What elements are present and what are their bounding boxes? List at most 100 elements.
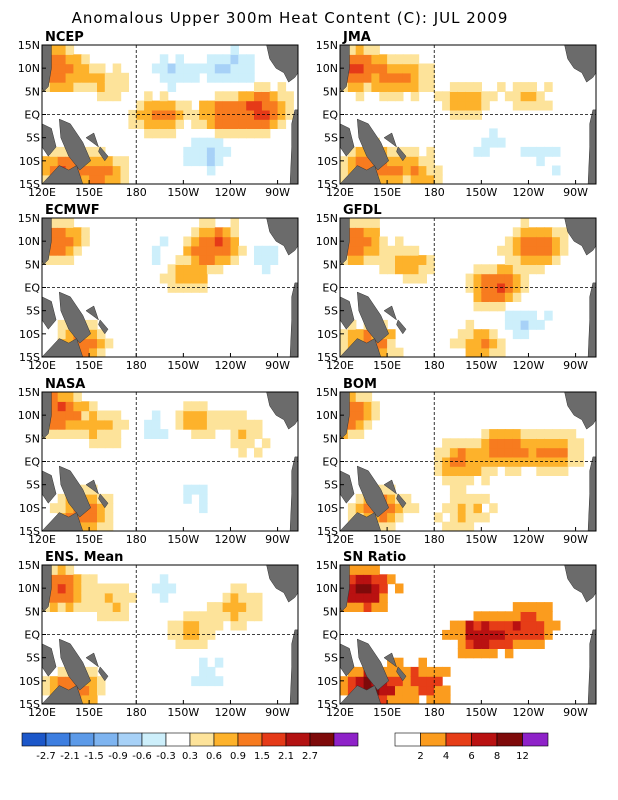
heatmap-cell [512,602,522,612]
heatmap-cell [418,685,427,696]
heatmap-cell [347,218,357,228]
heatmap-cell [379,484,388,495]
heatmap-cell [347,156,357,167]
heatmap-cell [57,72,67,83]
heatmap-cell [57,429,67,439]
heatmap-cell [465,521,475,531]
heatmap-cell [97,410,106,421]
heatmap-cell [544,447,553,458]
panel-jma: 120E 150E 180 150W 120W 90W 15N 10N 5N EQ 5S 10S 15S… [316,30,597,199]
heatmap-cell [504,429,514,439]
heatmap-cell [473,466,482,476]
heatmap-cell [65,63,75,74]
heatmap-cell [363,583,373,594]
heatmap-cell [73,227,82,238]
heatmap-cell [183,255,192,265]
heatmap-cell [199,503,208,514]
colorbar-swatch [309,732,335,747]
heatmap-cell [347,392,357,402]
heatmap-cell [363,236,373,247]
heatmap-cell [512,329,522,340]
heatmap-cell [214,611,224,622]
heatmap-cell [402,255,412,265]
heatmap-cell [214,119,224,129]
heatmap-cell [371,574,380,585]
heatmap-cell [112,583,122,594]
heatmap-cell [410,165,420,176]
land-mass [587,109,596,184]
y-tick-label: 15S [19,178,40,191]
heatmap-cell [410,685,420,696]
y-tick-label: 15N [18,559,40,572]
heatmap-cell [238,54,247,65]
heatmap-cell [347,565,357,575]
heatmap-cell [81,694,90,704]
heatmap-cell [457,648,467,659]
heatmap-cell [552,146,561,157]
heatmap-cell [559,466,569,476]
panel-title: ENS. Mean [45,550,123,565]
heatmap-cell [206,165,216,176]
heatmap-cell [442,438,451,449]
heatmap-cell [65,329,75,340]
heatmap-cell [387,72,396,83]
y-tick-label: 5N [323,605,338,618]
panel-ecmwf: 120E 150E 180 150W 120W 90W 15N 10N 5N EQ 5S 10S 15S… [18,203,299,372]
land-mass [340,512,382,531]
heatmap-cell [89,410,98,421]
heatmap-cell [473,611,482,622]
heatmap-cell [355,218,365,228]
land-mass [357,118,390,171]
heatmap-cell [457,338,467,349]
heatmap-cell [81,347,90,357]
heatmap-cell [97,338,106,349]
heatmap-cell [544,438,553,449]
heatmap-cell [418,156,427,167]
heatmap-cell [238,91,247,102]
heatmap-cell [214,620,224,631]
heatmap-cell [159,72,169,83]
heatmap-cell [175,54,184,65]
heatmap-cell [167,63,177,74]
heatmap-cell [559,245,569,256]
heatmap-cell [497,347,506,357]
colorbar-swatch [522,732,549,747]
y-tick-label: 5S [26,652,40,665]
heatmap-cell [489,338,498,349]
heatmap-cell [57,82,67,92]
heatmap-cell [73,574,82,585]
colorbar-label: 0.3 [182,751,198,762]
heatmap-cell [504,438,514,449]
heatmap-cell [536,255,545,265]
heatmap-cell [410,255,420,265]
heatmap-cell [104,82,114,92]
heatmap-cell [191,611,200,622]
colorbar-swatch [237,732,263,747]
panels: 120E 150E 180 150W 120W 90W 15N 10N 5N EQ 5S 10S 15S… [18,30,597,719]
heatmap-cell [434,466,443,476]
heatmap-cell [552,429,561,439]
heatmap-cell [206,611,216,622]
heatmap-cell [536,429,545,439]
heatmap-cell [65,592,75,603]
heatmap-cell [520,218,530,228]
heatmap-cell [559,438,569,449]
heatmap-cell [230,429,239,439]
heatmap-cell [89,146,98,157]
y-tick-label: 5S [324,652,338,665]
heatmap-cell [402,685,412,696]
y-tick-label: 15N [18,386,40,399]
heatmap-cell [355,63,365,74]
heatmap-cell [528,264,537,275]
heatmap-cell [528,100,537,111]
heatmap-cell [65,45,75,55]
heatmap-cell [481,447,490,458]
heatmap-cell [97,602,106,612]
heatmap-cell [489,264,498,275]
heatmap-cell [379,264,388,275]
heatmap-cell [504,319,514,330]
heatmap-cell [97,583,106,594]
heatmap-cell [465,629,475,640]
heatmap-cell [489,438,498,449]
heatmap-cell [552,466,561,476]
